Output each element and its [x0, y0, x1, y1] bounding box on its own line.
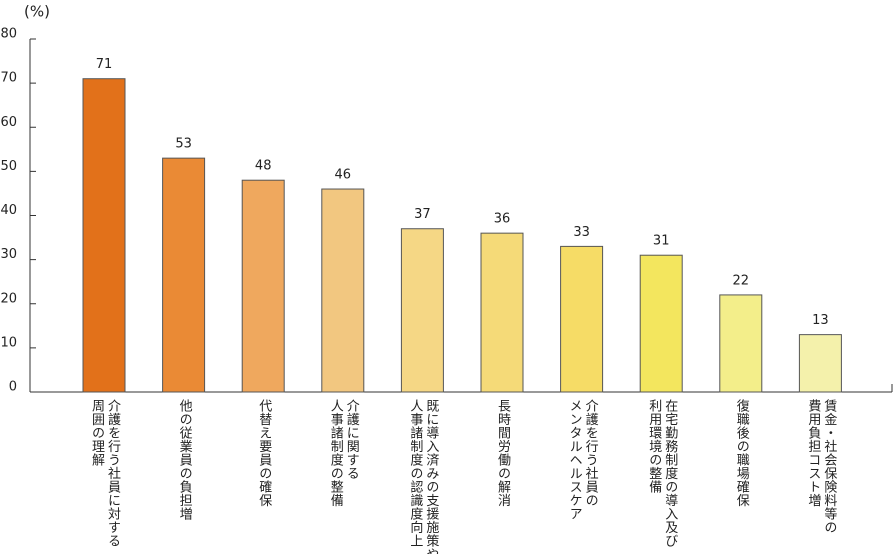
x-tick-label: 代替え要員の確保	[256, 399, 272, 507]
value-label: 31	[653, 234, 670, 249]
value-label: 13	[812, 313, 829, 328]
x-tick-label: 介護を行う社員に対する 周囲の理解	[89, 399, 120, 548]
y-tick-label: 40	[0, 203, 17, 218]
y-tick-label: 30	[0, 247, 17, 262]
x-tick-label: 在宅勤務制度の導入及び 利用環境の整備	[646, 399, 678, 548]
bar	[162, 157, 206, 393]
bar	[480, 232, 524, 393]
x-tick-label: 既に導入済みの支援施策や 人事諸制度の認識度向上	[407, 399, 439, 554]
y-tick-label: 50	[0, 159, 17, 174]
y-axis-label: (%)	[24, 3, 50, 21]
bar	[560, 245, 604, 393]
value-label: 48	[255, 159, 272, 174]
y-tick-label: 10	[0, 335, 17, 350]
x-tick-label: 他の従業員の負担増	[176, 399, 192, 521]
value-label: 37	[414, 207, 431, 222]
x-tick-label: 復職後の職場確保	[733, 399, 749, 507]
y-tick-label: 60	[0, 115, 17, 130]
bar	[639, 254, 683, 393]
y-tick-label: 70	[0, 71, 17, 86]
bar	[400, 228, 444, 393]
value-label: 22	[733, 273, 750, 288]
bar	[798, 334, 842, 393]
value-label: 46	[335, 168, 352, 183]
bar	[82, 78, 126, 393]
y-tick-label: 0	[9, 380, 17, 395]
x-tick-label: 長時間労働の解消	[495, 399, 510, 507]
value-label: 71	[96, 57, 113, 72]
bar	[241, 179, 285, 393]
y-tick-label: 20	[0, 291, 17, 306]
bar	[719, 294, 763, 393]
x-tick-label: 賃金・社会保険料等の 費用負担コスト増	[805, 399, 837, 534]
y-tick-label: 80	[0, 27, 17, 42]
x-tick-label: 介護を行う社員の メンタルヘルスケア	[566, 399, 598, 521]
value-label: 36	[494, 212, 511, 227]
bar	[321, 188, 365, 393]
x-tick-label: 介護に関する 人事諸制度の整備	[327, 399, 359, 507]
value-label: 33	[573, 225, 590, 240]
value-label: 53	[175, 137, 192, 152]
